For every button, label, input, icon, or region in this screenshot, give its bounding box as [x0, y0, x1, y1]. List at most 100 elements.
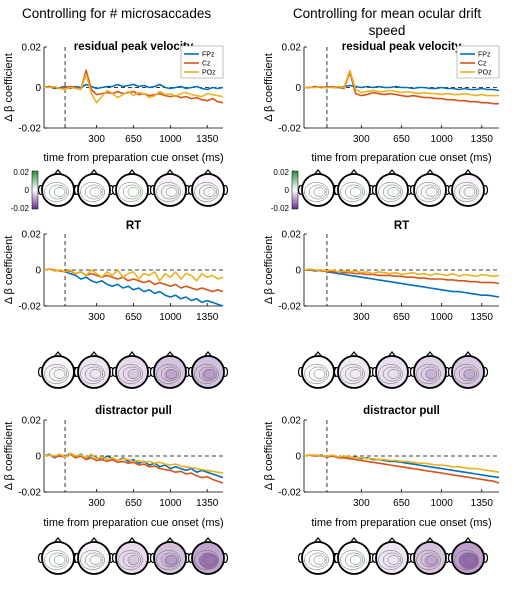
- chart-title: residual peak velocity: [342, 41, 462, 53]
- topoplot-contour: [165, 187, 178, 197]
- x-tick-label: 650: [125, 134, 142, 145]
- topoplot-contour: [349, 369, 362, 379]
- topoplot-scalp: [301, 541, 335, 575]
- x-tick-label: 300: [88, 312, 105, 323]
- colorbar-max-label: 0.02: [13, 168, 29, 177]
- topoplot-contour: [387, 369, 400, 379]
- topoplot-contour: [425, 187, 438, 197]
- chart-panel-2: residual peak velocity 0.02 0 -0.02 300 650 10…: [263, 41, 500, 213]
- x-tick-label: 1350: [196, 134, 219, 145]
- topoplot-contour: [463, 369, 476, 379]
- x-tick-label: 1350: [196, 498, 219, 509]
- topoplot-head: [149, 537, 191, 575]
- topoplot-contour: [313, 187, 326, 197]
- topoplot-contour: [378, 364, 403, 384]
- topoplot-contour: [160, 366, 180, 382]
- y-axis-label: Δ β coefficient: [3, 422, 15, 491]
- chart-panel-4: RT 0.02 0 -0.02 300 650 1000 1350 Δ β coefficien…: [263, 220, 500, 389]
- topoplot-contour: [387, 555, 400, 565]
- topoplot-contour: [165, 555, 178, 565]
- topoplot-head: [409, 537, 451, 575]
- topoplot-scalp: [41, 173, 75, 207]
- topoplot-contour: [53, 187, 66, 197]
- topoplot-scalp: [77, 173, 111, 207]
- topoplot-head: [37, 351, 79, 389]
- x-tick-label: 650: [125, 312, 142, 323]
- x-tick-label: 1000: [431, 312, 454, 323]
- topoplot-head: [447, 351, 489, 389]
- x-tick-label: 1000: [431, 134, 454, 145]
- colorbar-max-label: 0.02: [273, 168, 289, 177]
- topoplot-head: [73, 351, 115, 389]
- chart-panel-3: RT 0.02 0 -0.02 300 650 1000 1350 Δ β coefficien…: [3, 220, 229, 389]
- topoplot-contour: [203, 369, 216, 379]
- topoplot-contour: [340, 182, 365, 202]
- colorbar-min-label: -0.02: [271, 204, 290, 213]
- topoplot-scalp: [337, 173, 371, 207]
- topoplot-head: [111, 537, 153, 575]
- y-tick-label: 0.02: [22, 416, 42, 427]
- x-axis-label: time from preparation cue onset (ms): [43, 152, 223, 164]
- topoplot-contour: [454, 182, 479, 202]
- right-column-title-line1: Controlling for mean ocular drift: [292, 6, 482, 21]
- y-tick-label: 0: [295, 452, 301, 463]
- topoplot-contour: [80, 182, 105, 202]
- topoplot-contour: [313, 555, 326, 565]
- topoplot-contour: [53, 369, 66, 379]
- x-tick-label: 300: [88, 498, 105, 509]
- topoplot-contour: [416, 182, 441, 202]
- topoplot-scalp: [115, 173, 149, 207]
- chart-panel-5: distractor pull 0.02 0 -0.02 300 650 1000 1350 Δ…: [3, 405, 229, 575]
- y-axis-label: Δ β coefficient: [3, 236, 15, 305]
- topoplot-head: [371, 169, 413, 207]
- topoplot-core: [127, 556, 139, 566]
- y-tick-label: -0.02: [18, 488, 41, 499]
- topoplot-contour: [382, 366, 402, 382]
- right-column-title: Controlling for mean ocular drift speed: [282, 6, 492, 38]
- series-line-cz: [303, 454, 500, 484]
- topoplot-contour: [160, 552, 180, 568]
- topoplot-contour: [48, 552, 68, 568]
- topoplot-contour: [89, 555, 102, 565]
- topoplot-contour: [44, 550, 69, 570]
- topoplot-contour: [89, 187, 102, 197]
- legend-box: [180, 45, 224, 79]
- topoplot-head: [333, 537, 375, 575]
- y-tick-label: 0.02: [22, 230, 42, 241]
- topoplot-head: [187, 537, 229, 575]
- topoplot-contour: [44, 364, 69, 384]
- y-axis-label: Δ β coefficient: [263, 236, 275, 305]
- topoplot-contour: [340, 364, 365, 384]
- topoplot-head: [149, 351, 191, 389]
- x-tick-label: 300: [353, 312, 370, 323]
- series-line-cz: [43, 453, 224, 484]
- topoplot-contour: [340, 550, 365, 570]
- topoplot-contour: [194, 182, 219, 202]
- y-axis-label: Δ β coefficient: [3, 53, 15, 122]
- x-tick-label: 650: [393, 498, 410, 509]
- y-tick-label: -0.02: [278, 488, 301, 499]
- x-axis-label: time from preparation cue onset (ms): [311, 517, 491, 529]
- chart-panel-1: residual peak velocity 0.02 0 -0.02 300 650 10…: [3, 41, 229, 213]
- right-column-title-line2: speed: [368, 23, 406, 38]
- topoplot-contour: [382, 184, 402, 200]
- topoplot-contour: [313, 369, 326, 379]
- topoplot-scalp: [77, 541, 111, 575]
- topoplot-scalp: [413, 173, 447, 207]
- topoplot-head: [73, 169, 115, 207]
- topoplot-head: [111, 351, 153, 389]
- topoplot-contour: [118, 182, 143, 202]
- topoplot-contour: [454, 364, 479, 384]
- chart-title: RT: [394, 220, 409, 232]
- topoplot-contour: [122, 552, 142, 568]
- topoplot-head: [333, 169, 375, 207]
- x-axis-label: time from preparation cue onset (ms): [43, 517, 223, 529]
- topoplot-scalp: [337, 541, 371, 575]
- topoplot-contour: [458, 552, 478, 568]
- legend-label-fpz: FPz: [478, 52, 491, 59]
- x-tick-label: 1000: [431, 498, 454, 509]
- topoplot-contour: [308, 552, 328, 568]
- topoplot-contour: [454, 550, 479, 570]
- y-axis-label: Δ β coefficient: [263, 422, 275, 491]
- topoplot-head: [371, 351, 413, 389]
